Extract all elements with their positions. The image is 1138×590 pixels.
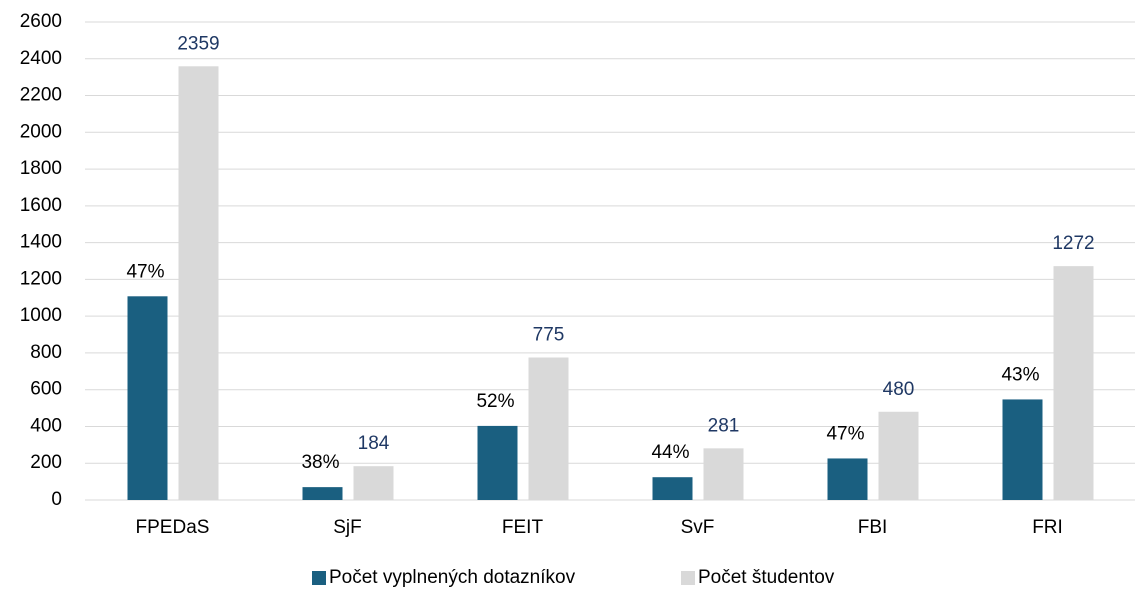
bar xyxy=(827,458,868,500)
data-label: 2359 xyxy=(177,33,219,54)
y-tick-label: 1600 xyxy=(20,195,62,216)
data-label: 184 xyxy=(358,433,390,454)
annotation: 52% xyxy=(476,391,514,412)
bar xyxy=(477,425,518,500)
y-tick-label: 2400 xyxy=(20,48,62,69)
annotation: 43% xyxy=(1001,364,1039,385)
y-tick-label: 2200 xyxy=(20,85,62,106)
annotation: 47% xyxy=(126,261,164,282)
data-label: 775 xyxy=(533,325,565,346)
data-label: 1272 xyxy=(1052,233,1094,254)
bar xyxy=(302,487,343,500)
y-tick-label: 200 xyxy=(30,452,62,473)
legend-label: Počet študentov xyxy=(698,567,835,588)
x-tick-label: SvF xyxy=(681,517,715,538)
y-tick-label: 800 xyxy=(30,342,62,363)
annotation: 38% xyxy=(301,452,339,473)
bar xyxy=(1053,266,1094,500)
y-tick-label: 1800 xyxy=(20,158,62,179)
y-tick-label: 400 xyxy=(30,415,62,436)
bar xyxy=(353,466,394,500)
y-tick-label: 2000 xyxy=(20,121,62,142)
legend-swatch xyxy=(681,571,695,585)
legend-swatch xyxy=(312,571,326,585)
bar xyxy=(127,296,168,500)
bar xyxy=(528,357,569,500)
data-label: 281 xyxy=(708,415,740,436)
x-tick-label: SjF xyxy=(333,517,362,538)
bar xyxy=(703,448,744,500)
y-tick-label: 1000 xyxy=(20,305,62,326)
y-tick-label: 1400 xyxy=(20,232,62,253)
x-tick-label: FBI xyxy=(858,517,888,538)
y-tick-label: 0 xyxy=(51,489,62,510)
y-tick-label: 1200 xyxy=(20,268,62,289)
x-tick-label: FRI xyxy=(1032,517,1063,538)
bar xyxy=(652,477,693,500)
bar xyxy=(178,66,219,501)
legend-label: Počet vyplnených dotazníkov xyxy=(329,567,576,588)
data-label: 480 xyxy=(883,379,915,400)
bar xyxy=(878,411,919,500)
annotation: 47% xyxy=(826,423,864,444)
y-tick-label: 600 xyxy=(30,379,62,400)
y-tick-label: 2600 xyxy=(20,11,62,32)
bar xyxy=(1002,399,1043,500)
x-tick-label: FEIT xyxy=(502,517,544,538)
annotation: 44% xyxy=(651,442,689,463)
x-tick-label: FPEDaS xyxy=(136,517,210,538)
